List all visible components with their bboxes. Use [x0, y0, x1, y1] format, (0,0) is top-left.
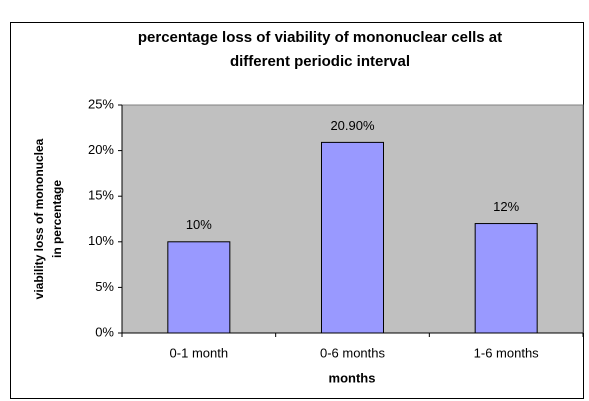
- y-axis-label: in percentage: [50, 180, 64, 258]
- value-label: 10%: [186, 217, 212, 232]
- bar: [167, 241, 231, 334]
- chart-title: different periodic interval: [230, 53, 410, 70]
- y-tick-label: 15%: [88, 188, 114, 203]
- y-tick-label: 20%: [88, 142, 114, 157]
- y-tick-label: 10%: [88, 233, 114, 248]
- x-tick-label: 0-6 months: [320, 345, 386, 360]
- y-tick-label: 25%: [88, 96, 114, 111]
- y-tick-label: 0%: [95, 324, 114, 339]
- y-tick-label: 5%: [95, 279, 114, 294]
- y-axis-label: viability loss of mononuclea: [32, 138, 46, 299]
- bar: [321, 141, 384, 334]
- x-axis-label: months: [329, 370, 376, 385]
- bar: [474, 223, 538, 334]
- value-label: 20.90%: [330, 118, 375, 133]
- x-tick-label: 1-6 months: [474, 345, 540, 360]
- value-label: 12%: [493, 199, 519, 214]
- x-tick-label: 0-1 month: [170, 345, 229, 360]
- chart-title: percentage loss of viability of mononucl…: [138, 29, 502, 46]
